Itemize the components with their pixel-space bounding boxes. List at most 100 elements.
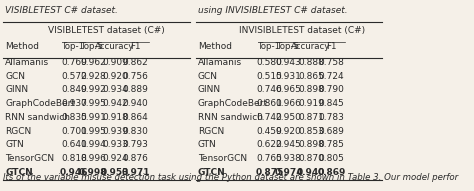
Text: 0.919: 0.919 xyxy=(298,99,324,108)
Text: 0.853: 0.853 xyxy=(298,127,324,136)
Text: 0.966: 0.966 xyxy=(276,99,301,108)
Text: 0.938: 0.938 xyxy=(276,154,301,163)
Text: 0.865: 0.865 xyxy=(298,72,324,81)
Text: 0.835: 0.835 xyxy=(61,113,87,122)
Text: 0.689: 0.689 xyxy=(319,127,345,136)
Text: GraphCodeBert: GraphCodeBert xyxy=(5,99,75,108)
Text: 0.701: 0.701 xyxy=(61,127,87,136)
Text: 0.962: 0.962 xyxy=(80,58,106,67)
Text: GCN: GCN xyxy=(5,72,25,81)
Text: 0.769: 0.769 xyxy=(61,58,87,67)
Text: 0.864: 0.864 xyxy=(123,113,148,122)
Text: 0.888: 0.888 xyxy=(298,58,324,67)
Text: 0.756: 0.756 xyxy=(123,72,149,81)
Text: RNN sandwich: RNN sandwich xyxy=(198,113,263,122)
Text: 0.995: 0.995 xyxy=(80,99,106,108)
Text: 0.805: 0.805 xyxy=(319,154,345,163)
Text: 0.641: 0.641 xyxy=(61,140,87,149)
Text: Method: Method xyxy=(5,42,39,51)
Text: 0.971: 0.971 xyxy=(121,168,150,177)
Text: 0.898: 0.898 xyxy=(298,140,324,149)
Text: 0.942: 0.942 xyxy=(102,99,128,108)
Text: 0.994: 0.994 xyxy=(80,140,106,149)
Text: 0.924: 0.924 xyxy=(102,154,128,163)
Text: 0.869: 0.869 xyxy=(317,168,346,177)
Text: 0.931: 0.931 xyxy=(276,72,301,81)
Text: 0.515: 0.515 xyxy=(257,72,283,81)
Text: VISIBLETEST dataset (C#): VISIBLETEST dataset (C#) xyxy=(48,26,165,35)
Text: 0.861: 0.861 xyxy=(257,99,283,108)
Text: 0.928: 0.928 xyxy=(80,72,106,81)
Text: Allamanis: Allamanis xyxy=(5,58,49,67)
Text: 0.943: 0.943 xyxy=(276,58,301,67)
Text: Accuracy: Accuracy xyxy=(95,42,135,51)
Text: 0.875: 0.875 xyxy=(255,168,284,177)
Text: GINN: GINN xyxy=(5,85,28,94)
Text: 0.889: 0.889 xyxy=(123,85,149,94)
Text: 0.937: 0.937 xyxy=(61,99,87,108)
Text: 0.818: 0.818 xyxy=(61,154,87,163)
Text: TensorGCN: TensorGCN xyxy=(198,154,247,163)
Text: RGCN: RGCN xyxy=(198,127,224,136)
Text: 0.965: 0.965 xyxy=(276,85,301,94)
Text: 0.830: 0.830 xyxy=(123,127,149,136)
Text: Allamanis: Allamanis xyxy=(198,58,242,67)
Text: 0.898: 0.898 xyxy=(298,85,324,94)
Text: GCN: GCN xyxy=(198,72,218,81)
Text: 0.793: 0.793 xyxy=(123,140,149,149)
Text: Top-5: Top-5 xyxy=(277,42,301,51)
Text: F1: F1 xyxy=(130,42,141,51)
Text: F1: F1 xyxy=(326,42,337,51)
Text: GTN: GTN xyxy=(5,140,24,149)
Text: 0.933: 0.933 xyxy=(102,140,128,149)
Text: RNN sandwich: RNN sandwich xyxy=(5,113,70,122)
Text: Top-5: Top-5 xyxy=(82,42,105,51)
Text: 0.849: 0.849 xyxy=(61,85,87,94)
Text: 0.946: 0.946 xyxy=(60,168,88,177)
Text: 0.998: 0.998 xyxy=(79,168,107,177)
Text: 0.953: 0.953 xyxy=(101,168,129,177)
Text: 0.939: 0.939 xyxy=(102,127,128,136)
Text: 0.783: 0.783 xyxy=(319,113,345,122)
Text: GraphCodeBert: GraphCodeBert xyxy=(198,99,268,108)
Text: 0.920: 0.920 xyxy=(102,72,128,81)
Text: 0.974: 0.974 xyxy=(274,168,303,177)
Text: 0.909: 0.909 xyxy=(102,58,128,67)
Text: 0.992: 0.992 xyxy=(80,85,106,94)
Text: 0.758: 0.758 xyxy=(319,58,345,67)
Text: 0.934: 0.934 xyxy=(102,85,128,94)
Text: Accuracy: Accuracy xyxy=(291,42,330,51)
Text: 0.870: 0.870 xyxy=(298,154,324,163)
Text: GTCN: GTCN xyxy=(5,168,33,177)
Text: RGCN: RGCN xyxy=(5,127,31,136)
Text: using INVISIBLETEST C# dataset.: using INVISIBLETEST C# dataset. xyxy=(198,6,347,15)
Text: Method: Method xyxy=(198,42,232,51)
Text: 0.995: 0.995 xyxy=(80,127,106,136)
Text: 0.765: 0.765 xyxy=(257,154,283,163)
Text: 0.871: 0.871 xyxy=(298,113,324,122)
Text: 0.746: 0.746 xyxy=(257,85,283,94)
Text: 0.845: 0.845 xyxy=(319,99,344,108)
Text: 0.790: 0.790 xyxy=(319,85,345,94)
Text: 0.950: 0.950 xyxy=(276,113,301,122)
Text: TensorGCN: TensorGCN xyxy=(5,154,55,163)
Text: VISIBLETEST C# dataset.: VISIBLETEST C# dataset. xyxy=(5,6,118,15)
Text: GTN: GTN xyxy=(198,140,217,149)
Text: 0.940: 0.940 xyxy=(123,99,148,108)
Text: 0.580: 0.580 xyxy=(257,58,283,67)
Text: Top-1: Top-1 xyxy=(258,42,281,51)
Text: GINN: GINN xyxy=(198,85,221,94)
Text: 0.876: 0.876 xyxy=(123,154,149,163)
Text: 0.572: 0.572 xyxy=(61,72,87,81)
Text: lts of the variable misuse detection task using the Python dataset are shown in : lts of the variable misuse detection tas… xyxy=(3,173,458,182)
Text: 0.622: 0.622 xyxy=(257,140,283,149)
Text: 0.862: 0.862 xyxy=(123,58,148,67)
Text: Top-1: Top-1 xyxy=(63,42,85,51)
Text: 0.785: 0.785 xyxy=(319,140,345,149)
Text: 0.724: 0.724 xyxy=(319,72,344,81)
Text: 0.742: 0.742 xyxy=(257,113,283,122)
Text: 0.459: 0.459 xyxy=(257,127,283,136)
Text: 0.940: 0.940 xyxy=(297,168,325,177)
Text: 0.918: 0.918 xyxy=(102,113,128,122)
Text: GTCN: GTCN xyxy=(198,168,226,177)
